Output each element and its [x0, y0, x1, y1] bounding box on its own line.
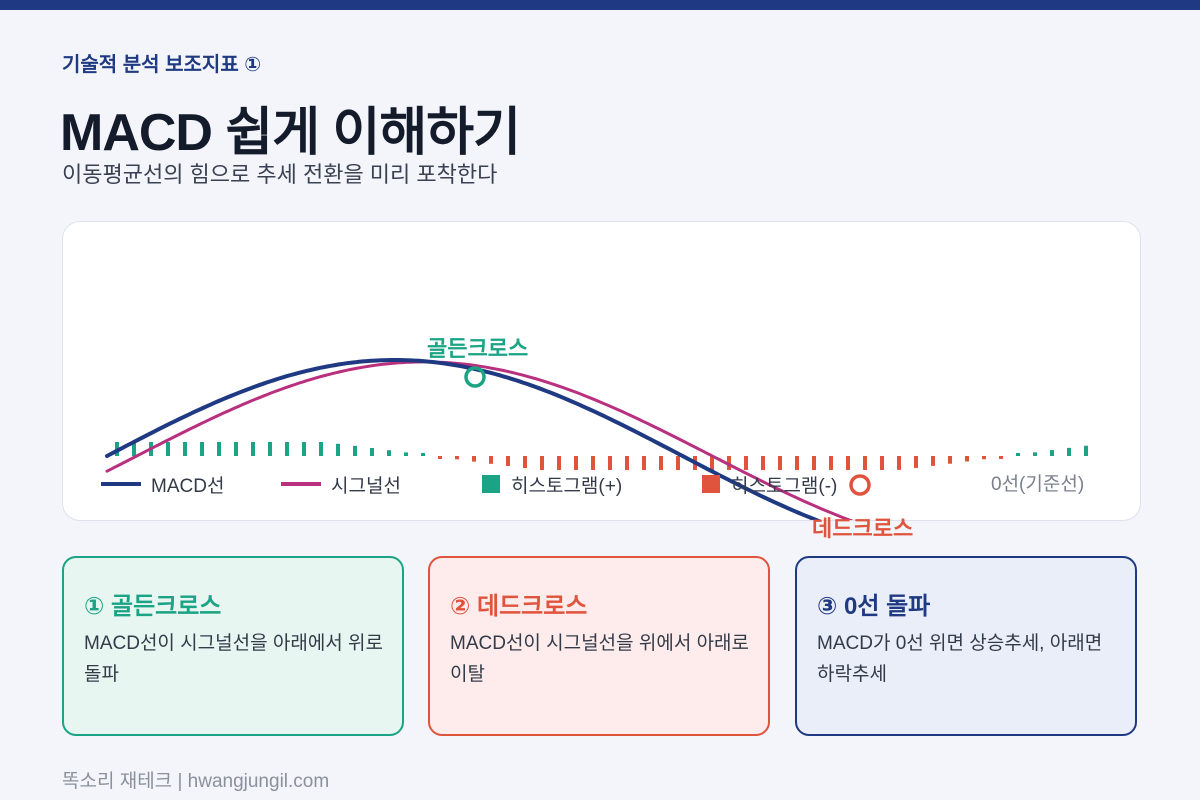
histogram-bar: [897, 456, 901, 470]
page-subtitle: 이동평균선의 힘으로 추세 전환을 미리 포착한다: [62, 162, 498, 187]
histogram-bar: [472, 456, 476, 462]
legend-signal-label: 시그널선: [331, 475, 401, 497]
card-dead-cross: ② 데드크로스 MACD선이 시그널선을 위에서 아래로 이탈: [428, 556, 770, 736]
histogram-bar: [540, 456, 544, 470]
histogram-bar: [319, 442, 323, 456]
histogram-bar: [1084, 445, 1088, 456]
histogram-bar: [268, 442, 272, 456]
histogram-bar: [166, 442, 170, 456]
histogram-bar: [948, 456, 952, 464]
histogram-bar: [846, 456, 850, 470]
histogram-bar: [676, 456, 680, 470]
histogram-bar: [1016, 453, 1020, 456]
histogram-bar: [659, 456, 663, 470]
histogram-bar: [931, 456, 935, 466]
histogram-bar: [982, 456, 986, 460]
histogram-bar: [438, 456, 442, 459]
histogram-bar: [744, 456, 748, 470]
histogram-bar: [489, 456, 493, 464]
histogram-bar: [710, 456, 714, 470]
histogram-bars: [115, 442, 1088, 470]
signal-line: [105, 360, 854, 520]
histogram-bar: [387, 450, 391, 456]
histogram-bar: [455, 456, 459, 460]
legend-macd-label: MACD선: [151, 475, 224, 497]
kicker-label: 기술적 분석 보조지표 ①: [62, 54, 262, 76]
chart-card: 골든크로스 MACD선 시그널선 히스토그램(+) 히스토그램(-) 0선(기준…: [62, 221, 1141, 521]
histogram-bar: [200, 442, 204, 456]
histogram-bar: [778, 456, 782, 470]
card-title: ① 골든크로스: [84, 593, 222, 620]
histogram-bar: [1067, 447, 1071, 456]
histogram-bar: [591, 456, 595, 470]
card-zero-line: ③ 0선 돌파 MACD가 0선 위면 상승추세, 아래면 하락추세: [795, 556, 1137, 736]
histogram-bar: [353, 445, 357, 456]
histogram-bar: [642, 456, 646, 470]
histogram-bar: [965, 456, 969, 462]
card-body: MACD선이 시그널선을 아래에서 위로 돌파: [84, 633, 384, 685]
histogram-bar: [1033, 452, 1037, 456]
legend-hist-neg-label: 히스토그램(-): [731, 475, 837, 497]
histogram-bar: [608, 456, 612, 470]
histogram-bar: [574, 456, 578, 470]
dead-cross-label: 데드크로스: [812, 516, 914, 541]
histogram-bar: [421, 453, 425, 456]
histogram-bar: [557, 456, 561, 470]
histogram-bar: [795, 456, 799, 470]
card-body: MACD가 0선 위면 상승추세, 아래면 하락추세: [817, 633, 1103, 685]
card-title: ② 데드크로스: [450, 593, 588, 620]
histogram-bar: [863, 456, 867, 470]
macd-line: [105, 358, 822, 520]
histogram-bar: [302, 442, 306, 456]
card-golden-cross: ① 골든크로스 MACD선이 시그널선을 아래에서 위로 돌파: [62, 556, 404, 736]
histogram-bar: [761, 456, 765, 470]
histogram-bar: [1050, 450, 1054, 456]
footer-credit: 똑소리 재테크 | hwangjungil.com: [62, 771, 330, 792]
dead-cross-marker: [849, 474, 871, 496]
legend-hist-neg-swatch: [702, 475, 720, 493]
histogram-bar: [812, 456, 816, 470]
page-title: MACD 쉽게 이해하기: [60, 104, 521, 162]
macd-chart: 골든크로스 MACD선 시그널선 히스토그램(+) 히스토그램(-) 0선(기준…: [101, 336, 1088, 520]
top-accent-bar: [0, 0, 1200, 10]
histogram-bar: [999, 456, 1003, 459]
histogram-bar: [285, 442, 289, 456]
histogram-bar: [132, 442, 136, 456]
histogram-bar: [625, 456, 629, 470]
histogram-bar: [370, 447, 374, 456]
legend-hist-pos-swatch: [482, 475, 500, 493]
histogram-bar: [880, 456, 884, 470]
histogram-bar: [506, 456, 510, 466]
histogram-bar: [251, 442, 255, 456]
golden-cross-label: 골든크로스: [427, 336, 528, 361]
histogram-bar: [217, 442, 221, 456]
zero-line-label: 0선(기준선): [991, 473, 1084, 495]
histogram-bar: [523, 456, 527, 469]
histogram-bar: [829, 456, 833, 470]
legend-hist-pos-label: 히스토그램(+): [511, 475, 622, 497]
histogram-bar: [183, 442, 187, 456]
card-title: ③ 0선 돌파: [817, 593, 931, 620]
histogram-bar: [914, 456, 918, 468]
histogram-bar: [234, 442, 238, 456]
card-body: MACD선이 시그널선을 위에서 아래로 이탈: [450, 633, 750, 685]
histogram-bar: [404, 452, 408, 456]
golden-cross-marker: [464, 366, 486, 388]
histogram-bar: [336, 443, 340, 456]
